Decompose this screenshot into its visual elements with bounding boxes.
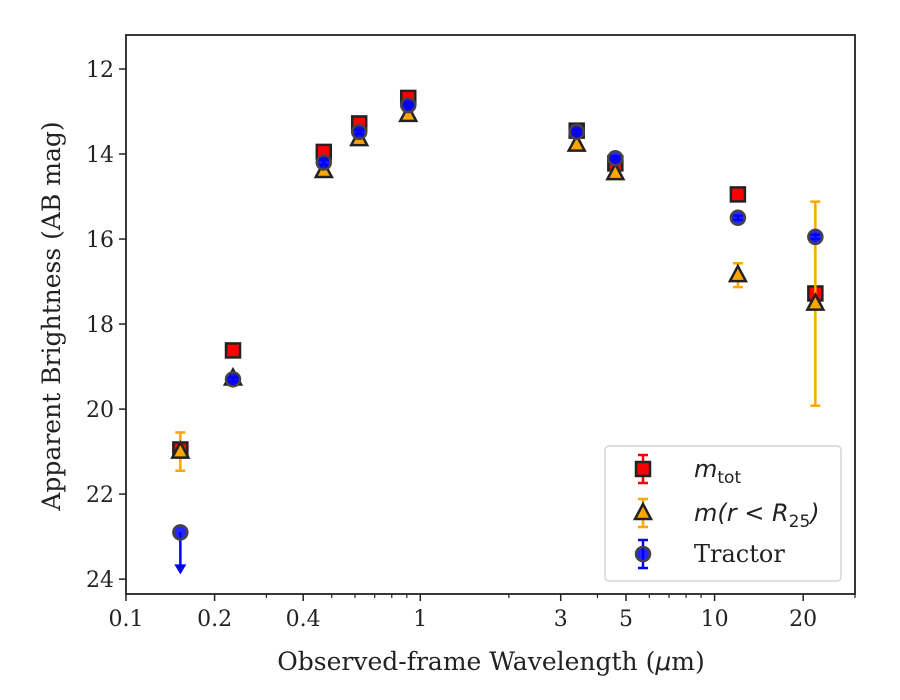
legend-marker-mtot (634, 460, 652, 478)
data-point-tractor (399, 96, 417, 114)
legend-label-close: ) (808, 499, 819, 527)
legend-label-mr25: m(r < R25) (694, 499, 820, 532)
x-tick-label: 1 (413, 607, 427, 632)
legend-label-subscript: tot (717, 468, 741, 488)
y-tick-label: 16 (86, 228, 114, 253)
data-point-mtot (224, 342, 242, 359)
x-tick-label: 10 (701, 607, 729, 632)
x-tick-label: 0.1 (109, 607, 144, 632)
legend-marker-tractor (634, 545, 652, 563)
data-point-tractor (224, 371, 242, 388)
x-axis-label: Observed-frame Wavelength (μm) (277, 647, 704, 676)
data-point-mr25 (566, 133, 587, 152)
y-tick-label: 22 (86, 483, 114, 508)
data-point-tractor (807, 228, 824, 246)
x-tick-label: 0.4 (286, 607, 321, 632)
legend-label-main: m (694, 455, 717, 483)
x-tick-label: 0.2 (197, 607, 232, 632)
x-axis-label-mu: μ (654, 647, 671, 676)
y-tick-label: 20 (86, 398, 114, 423)
legend-label-subscript: 25 (789, 512, 811, 532)
data-point-tractor (607, 150, 624, 167)
x-tick-label: 20 (789, 607, 817, 632)
x-tick-label: 5 (619, 607, 633, 632)
x-tick-label: 3 (554, 607, 568, 632)
axes-frame (125, 34, 856, 595)
legend-entry-mr25: m(r < R25) (632, 497, 820, 532)
y-axis-label: Apparent Brightness (AB mag) (37, 121, 66, 511)
legend-entry-tractor: Tractor (634, 538, 785, 570)
legend-label-main: m(r < R (694, 499, 789, 527)
data-point-tractor (729, 209, 747, 227)
legend-marker-mr25 (632, 501, 654, 521)
legend-entry-mtot: mtot (634, 453, 741, 488)
legend-box (604, 445, 842, 582)
data-point-mr25 (605, 161, 626, 181)
x-axis-label-prefix: Observed-frame Wavelength ( (277, 647, 655, 676)
x-axis-label-suffix: m) (671, 647, 704, 676)
data-point-mr25 (727, 263, 748, 283)
data-point-tractor (315, 154, 333, 171)
legend-label-tractor: Tractor (694, 540, 785, 568)
y-tick-label: 24 (86, 568, 114, 593)
data-point-tractor (172, 524, 189, 541)
data-point-mr25 (398, 103, 419, 123)
y-tick-label: 12 (86, 58, 114, 83)
axes: 0.1 0.2 0.4 1 3 5 10 20 12 14 16 18 20 22 24 (86, 34, 856, 632)
series-tractor (172, 96, 824, 575)
upper-limit-arrow-head (174, 564, 187, 575)
data-point-tractor (350, 123, 368, 141)
legend: mtot m(r < R25) Tractor (604, 445, 842, 582)
data-point-mr25 (805, 292, 826, 311)
y-tick-label: 18 (86, 313, 114, 338)
legend-label-mtot: mtot (694, 455, 741, 488)
data-point-tractor (568, 123, 585, 141)
data-point-mtot (729, 186, 747, 203)
plot-area (170, 89, 826, 575)
y-tick-label: 14 (86, 143, 114, 168)
data-point-mr25 (170, 439, 191, 459)
